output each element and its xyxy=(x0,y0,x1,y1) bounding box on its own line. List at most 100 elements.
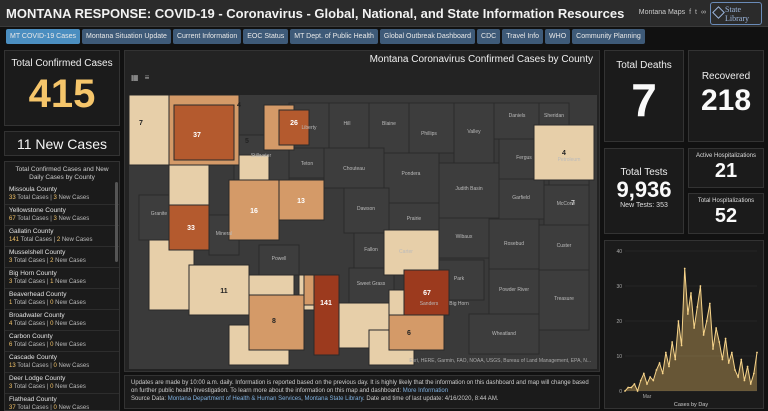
active-hospitalizations-value: 21 xyxy=(714,160,738,182)
county-list-item[interactable]: Broadwater County 4 Total Cases | 0 New C… xyxy=(5,312,119,331)
chart-point xyxy=(642,372,645,375)
county-shape xyxy=(538,269,590,331)
county-shape xyxy=(278,109,310,146)
facebook-icon[interactable]: f xyxy=(689,9,692,16)
chart-point xyxy=(658,362,661,364)
county-list-item[interactable]: Flathead County 37 Total Cases | 0 New Ca… xyxy=(5,396,119,410)
chart-point xyxy=(718,341,721,343)
chart-point xyxy=(674,358,677,361)
chart-point xyxy=(724,337,727,340)
chart-point xyxy=(730,351,733,354)
county-stats: 1 Total Cases | 0 New Cases xyxy=(9,300,86,306)
county-place-name: Carter xyxy=(399,249,413,255)
chart-point xyxy=(690,292,692,294)
chart-point xyxy=(661,372,664,375)
tab-travel-info[interactable]: Travel Info xyxy=(502,29,544,44)
tab-cdc[interactable]: CDC xyxy=(477,29,501,44)
county-map-svg: 7 37 4 26 33 16 13 141 67 5 11 8 6 4 7 B… xyxy=(129,95,597,369)
county-list-scrollbar[interactable] xyxy=(115,182,118,262)
county-name: Beaverhead County xyxy=(9,291,67,298)
source-dphhs-link[interactable]: Montana Department of Health & Human Ser… xyxy=(167,396,302,402)
tab-mt-covid-cases[interactable]: MT COVID-19 Cases xyxy=(6,29,80,44)
county-count-label: 6 xyxy=(407,330,411,337)
state-library-logo[interactable]: State Library xyxy=(710,2,762,25)
county-count-label: 26 xyxy=(290,120,298,127)
county-place-name: Wibaux xyxy=(456,234,473,240)
county-count-label: 8 xyxy=(272,318,276,325)
basemap-icon[interactable]: ▦ xyxy=(131,73,139,82)
county-name: Musselshell County xyxy=(9,249,66,256)
header-bar: MONTANA RESPONSE: COVID-19 - Coronavirus… xyxy=(0,0,768,27)
county-shape xyxy=(188,264,250,316)
county-map[interactable]: 7 37 4 26 33 16 13 141 67 5 11 8 6 4 7 B… xyxy=(129,95,597,404)
map-title: Montana Coronavirus Confirmed Cases by C… xyxy=(369,54,593,65)
chart-point xyxy=(749,383,752,385)
chart-point xyxy=(639,379,642,382)
county-list-item[interactable]: Deer Lodge County 3 Total Cases | 0 New C… xyxy=(5,375,119,394)
county-shape xyxy=(173,104,235,161)
county-list-item[interactable]: Big Horn County 3 Total Cases | 1 New Cas… xyxy=(5,270,119,289)
montana-maps-link[interactable]: Montana Maps xyxy=(638,9,686,16)
county-place-name: Phillips xyxy=(421,131,437,137)
link-icon[interactable]: ∞ xyxy=(701,9,706,16)
total-deaths-panel: Total Deaths 7 xyxy=(604,50,684,142)
tab-who[interactable]: WHO xyxy=(545,29,571,44)
tab-public-health[interactable]: MT Dept. of Public Health xyxy=(290,29,378,44)
county-shape xyxy=(438,162,500,219)
chart-point xyxy=(712,348,714,350)
county-stats: 67 Total Cases | 3 New Cases xyxy=(9,216,90,222)
tab-community-planning[interactable]: Community Planning xyxy=(572,29,645,44)
county-name: Big Horn County xyxy=(9,270,57,277)
chart-point xyxy=(721,358,724,361)
tab-global-dashboard[interactable]: Global Outbreak Dashboard xyxy=(379,29,476,44)
chart-point xyxy=(664,351,667,354)
county-place-name: Mineral xyxy=(216,231,232,237)
more-information-link[interactable]: More Information xyxy=(402,388,449,394)
update-footnote: Updates are made by 10:00 a.m. daily. In… xyxy=(124,375,600,409)
chart-point xyxy=(696,306,699,308)
county-shape xyxy=(543,184,590,226)
county-list-item[interactable]: Yellowstone County 67 Total Cases | 3 New… xyxy=(5,207,119,226)
county-list-item[interactable]: Gallatin County 141 Total Cases | 2 New C… xyxy=(5,228,119,247)
county-place-name: Stillwater xyxy=(251,153,272,159)
chart-y-tick-label: 30 xyxy=(616,284,622,290)
total-hospitalizations-panel: Total Hospitalizations 52 xyxy=(688,193,764,234)
county-count-label: 5 xyxy=(245,138,249,145)
county-name: Carbon County xyxy=(9,333,53,340)
active-hospitalizations-label: Active Hospitalizations xyxy=(695,153,757,159)
tab-situation-update[interactable]: Montana Situation Update xyxy=(82,29,171,44)
twitter-icon[interactable]: t xyxy=(695,9,697,16)
active-hospitalizations-panel: Active Hospitalizations 21 xyxy=(688,148,764,188)
total-deaths-value: 7 xyxy=(631,74,657,126)
county-shape xyxy=(288,147,325,179)
nav-tabs: MT COVID-19 Cases Montana Situation Upda… xyxy=(6,29,645,44)
recovered-value: 218 xyxy=(700,84,752,117)
county-place-name: Sheridan xyxy=(544,113,564,119)
county-count-label: 37 xyxy=(193,132,201,139)
county-list-item[interactable]: Cascade County 13 Total Cases | 0 New Cas… xyxy=(5,354,119,373)
chart-point xyxy=(646,383,648,385)
total-confirmed-value: 415 xyxy=(28,72,96,116)
county-place-name: Liberty xyxy=(301,125,317,131)
source-state-library-link[interactable]: Montana State Library xyxy=(304,396,364,402)
county-list-item[interactable]: Missoula County 33 Total Cases | 3 New Ca… xyxy=(5,186,119,205)
county-place-name: Hill xyxy=(344,121,351,127)
tab-current-information[interactable]: Current Information xyxy=(172,29,242,44)
map-attribution: Esri, HERE, Garmin, FAO, NOAA, USGS, Bur… xyxy=(409,358,591,364)
county-place-name: Garfield xyxy=(512,195,530,201)
county-list-item[interactable]: Beaverhead County 1 Total Cases | 0 New C… xyxy=(5,291,119,310)
chart-point xyxy=(743,379,746,382)
tab-eoc-status[interactable]: EOC Status xyxy=(243,29,289,44)
county-place-name: Blaine xyxy=(382,121,396,127)
chart-point xyxy=(740,358,743,361)
recovered-label: Recovered xyxy=(701,71,751,82)
county-list-panel[interactable]: Total Confirmed Cases and New Daily Case… xyxy=(4,161,120,411)
county-count-label: 4 xyxy=(237,102,241,109)
layers-icon[interactable]: ≡ xyxy=(144,73,150,82)
county-list-item[interactable]: Carbon County 6 Total Cases | 0 New Cases xyxy=(5,333,119,352)
new-tests-value: New Tests: 353 xyxy=(620,202,668,209)
county-list-item[interactable]: Musselshell County 3 Total Cases | 2 New … xyxy=(5,249,119,268)
chart-point xyxy=(752,372,755,375)
chart-point xyxy=(746,365,749,368)
county-place-name: Custer xyxy=(557,243,572,249)
